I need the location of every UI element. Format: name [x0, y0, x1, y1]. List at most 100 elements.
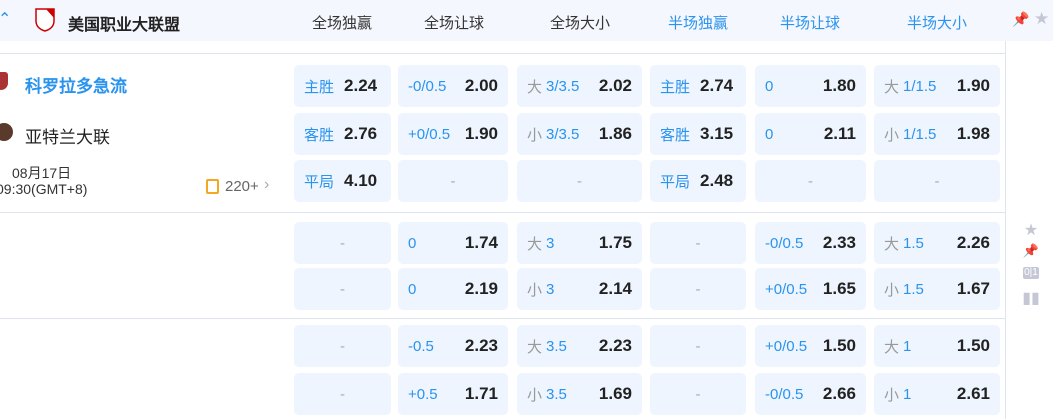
- empty-odds: -: [695, 385, 701, 403]
- odds-cell[interactable]: -: [398, 160, 508, 202]
- stats-icon[interactable]: ▮▮: [1022, 290, 1040, 307]
- odds-value: 2.00: [464, 76, 498, 95]
- empty-odds: -: [340, 337, 345, 355]
- odds-value: 2.14: [598, 279, 632, 298]
- odds-cell[interactable]: -: [650, 373, 746, 415]
- odds-cell[interactable]: 小 3 2.14: [517, 268, 642, 310]
- odds-cell[interactable]: -0.5 2.23: [398, 325, 508, 367]
- odds-value: 1.50: [956, 336, 990, 355]
- odds-cell[interactable]: 小 1/1.5 1.98: [874, 113, 1000, 155]
- odds-label: 3/3.5: [546, 125, 580, 143]
- odds-label: -0/0.5: [765, 385, 804, 403]
- odds-cell[interactable]: -: [294, 325, 391, 367]
- odds-label: -0.5: [408, 337, 434, 355]
- odds-cell[interactable]: 大 3/3.5 2.02: [517, 65, 642, 107]
- odds-cell[interactable]: 小 3.5 1.69: [517, 373, 642, 415]
- score-icon[interactable]: 0|1: [1023, 267, 1039, 279]
- odds-cell[interactable]: -: [294, 373, 391, 415]
- odds-cell[interactable]: -: [650, 268, 746, 310]
- column-header[interactable]: 全场独赢: [311, 15, 372, 32]
- pin-icon[interactable]: 📌: [1022, 243, 1040, 258]
- odds-cell[interactable]: -: [874, 160, 1000, 202]
- odds-cell[interactable]: +0.5 1.71: [398, 373, 508, 415]
- odds-cell[interactable]: -: [294, 268, 391, 310]
- column-header[interactable]: 半场独赢: [667, 15, 728, 32]
- odds-cell[interactable]: 0 1.80: [755, 65, 866, 107]
- odds-value: 1.80: [822, 76, 856, 95]
- odds-cell[interactable]: 客胜 3.15: [650, 113, 746, 155]
- odds-label: 1.5: [903, 234, 924, 252]
- odds-cell[interactable]: -0/0.5 2.00: [398, 65, 508, 107]
- chevron-right-icon[interactable]: ›: [264, 176, 270, 193]
- odds-cell[interactable]: 小 3/3.5 1.86: [517, 113, 642, 155]
- home-team-name[interactable]: 科罗拉多急流: [25, 77, 127, 96]
- odds-value: 2.48: [700, 171, 734, 190]
- odds-value: 2.61: [956, 384, 990, 403]
- odds-cell[interactable]: 0 1.74: [398, 222, 508, 264]
- odds-value: 2.23: [598, 336, 632, 355]
- away-team-name[interactable]: 亚特兰大联: [25, 128, 110, 147]
- column-header[interactable]: 半场让球: [779, 15, 840, 32]
- empty-odds: -: [934, 172, 940, 190]
- odds-label: 主胜: [660, 78, 691, 96]
- column-header[interactable]: 半场大小: [906, 15, 967, 32]
- odds-label: 3.5: [546, 385, 567, 403]
- odds-cell[interactable]: +0/0.5 1.90: [398, 113, 508, 155]
- odds-cell[interactable]: 小 1.5 1.67: [874, 268, 1000, 310]
- empty-odds: -: [340, 234, 345, 252]
- over-under-prefix: 小: [884, 281, 900, 299]
- odds-label: 3: [546, 280, 555, 298]
- odds-label: 客胜: [660, 126, 691, 144]
- league-name: 美国职业大联盟: [68, 17, 181, 34]
- odds-cell[interactable]: 平局 2.48: [650, 160, 746, 202]
- empty-odds: -: [340, 385, 345, 403]
- over-under-prefix: 小: [527, 386, 543, 404]
- odds-cell[interactable]: 大 3.5 2.23: [517, 325, 642, 367]
- odds-cell[interactable]: 小 1 2.61: [874, 373, 1000, 415]
- odds-label: 主胜: [304, 78, 335, 96]
- odds-cell[interactable]: -0/0.5 2.66: [755, 373, 866, 415]
- odds-cell[interactable]: 0 2.19: [398, 268, 508, 310]
- empty-odds: -: [450, 172, 456, 190]
- odds-cell[interactable]: -: [294, 222, 391, 264]
- odds-value: 1.50: [822, 336, 856, 355]
- collapse-chevron-icon[interactable]: ⌃: [0, 11, 12, 28]
- pin-icon[interactable]: 📌: [1012, 11, 1030, 27]
- star-icon[interactable]: ★: [1034, 9, 1050, 28]
- odds-cell[interactable]: 大 1 1.50: [874, 325, 1000, 367]
- odds-cell[interactable]: 大 3 1.75: [517, 222, 642, 264]
- empty-odds: -: [577, 172, 582, 190]
- odds-cell[interactable]: 0 2.11: [755, 113, 866, 155]
- odds-value: 2.74: [700, 76, 734, 95]
- odds-cell[interactable]: +0/0.5 1.50: [755, 325, 866, 367]
- away-team-logo-icon: [0, 123, 13, 141]
- odds-label: 1: [903, 385, 912, 403]
- odds-cell[interactable]: 主胜 2.24: [294, 65, 391, 107]
- column-header[interactable]: 全场让球: [423, 15, 484, 32]
- odds-cell[interactable]: -: [517, 160, 642, 202]
- odds-cell[interactable]: 大 1.5 2.26: [874, 222, 1000, 264]
- odds-label: 平局: [660, 173, 691, 191]
- odds-value: 3.15: [700, 124, 734, 143]
- odds-cell[interactable]: 平局 4.10: [294, 160, 391, 202]
- odds-cell[interactable]: +0/0.5 1.65: [755, 268, 866, 310]
- odds-label: 平局: [304, 173, 335, 191]
- empty-odds: -: [340, 280, 345, 298]
- match-date: 08月17日: [12, 165, 72, 181]
- odds-cell[interactable]: -: [650, 222, 746, 264]
- over-under-prefix: 大: [527, 78, 543, 96]
- league-header: ⌃ 美国职业大联盟 全场独赢 全场让球 全场大小 半场独赢 半场让球 半场大小 📌 ★: [0, 0, 1053, 41]
- odds-value: 2.76: [344, 124, 378, 143]
- column-header[interactable]: 全场大小: [549, 15, 610, 32]
- odds-cell[interactable]: 客胜 2.76: [294, 113, 391, 155]
- star-icon[interactable]: ★: [1023, 222, 1039, 239]
- odds-cell[interactable]: 主胜 2.74: [650, 65, 746, 107]
- odds-cell[interactable]: -: [650, 325, 746, 367]
- markets-count[interactable]: 220+: [225, 178, 259, 195]
- odds-label: 0: [765, 125, 774, 143]
- odds-cell[interactable]: 大 1/1.5 1.90: [874, 65, 1000, 107]
- odds-cell[interactable]: -: [755, 160, 866, 202]
- odds-label: 3.5: [546, 337, 567, 355]
- odds-cell[interactable]: -0/0.5 2.33: [755, 222, 866, 264]
- markets-icon: [206, 179, 219, 194]
